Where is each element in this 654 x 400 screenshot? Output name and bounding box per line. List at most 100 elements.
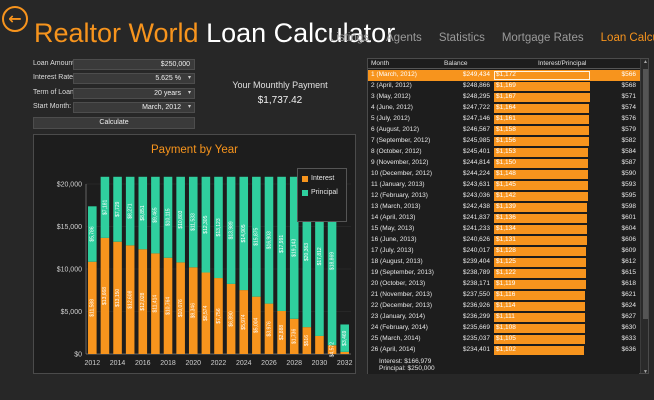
chevron-down-icon[interactable]: ▾: [187, 89, 191, 96]
table-row[interactable]: 25 (March, 2014) $235,037 $1,105 $633: [368, 334, 640, 345]
table-row[interactable]: 26 (April, 2014) $234,401 $1,102 $636: [368, 345, 640, 356]
y-tick-label: $0: [74, 352, 82, 359]
interest-rate-value: 5.625 %: [155, 75, 181, 83]
bar-principal: [138, 176, 148, 250]
spinner-icon[interactable]: ▾: [187, 75, 191, 82]
legend-item-principal: Principal: [302, 189, 342, 196]
table-scrollbar[interactable]: ▲ ▼: [640, 59, 648, 374]
nav-statistics[interactable]: Statistics: [438, 32, 485, 44]
back-button[interactable]: ←: [2, 6, 28, 32]
table-row[interactable]: 11 (January, 2013) $243,631 $1,145 $593: [368, 180, 640, 191]
table-row[interactable]: 18 (August, 2013) $239,404 $1,125 $612: [368, 257, 640, 268]
cell-principal: $590: [621, 170, 636, 177]
nav-listings[interactable]: Listings: [330, 32, 369, 44]
interest-bar: [494, 280, 586, 289]
cell-balance: $239,404: [462, 258, 490, 265]
table-row[interactable]: 3 (May, 2012) $248,295 $1,167 $571: [368, 92, 640, 103]
table-row[interactable]: 20 (October, 2013) $238,171 $1,119 $618: [368, 279, 640, 290]
bar-principal: [201, 176, 211, 273]
cell-interest: $1,172: [496, 71, 516, 78]
data-label-interest: $3,976: [266, 321, 272, 337]
cell-balance: $240,626: [462, 236, 490, 243]
interest-bar: [494, 115, 589, 124]
header-interest-principal[interactable]: Interest/Principal: [538, 60, 587, 67]
data-label-principal: $11,533: [191, 213, 197, 231]
bar-interest: [214, 278, 223, 354]
table-row[interactable]: 2 (April, 2012) $248,866 $1,169 $568: [368, 81, 640, 92]
data-label-interest: $12,608: [127, 290, 133, 308]
calculate-button[interactable]: Calculate: [33, 116, 195, 129]
chevron-down-icon[interactable]: ▾: [187, 104, 191, 111]
bar-principal: [289, 176, 299, 319]
scrollbar-thumb[interactable]: [643, 69, 648, 319]
header-month[interactable]: Month: [371, 60, 390, 67]
cell-month: 7 (September, 2012): [371, 137, 431, 144]
term-row: Term of Loan: 20 years ▾: [33, 87, 195, 99]
interest-bar: [494, 236, 587, 245]
x-tick-label: 2024: [236, 360, 252, 367]
interest-bar: [494, 71, 590, 80]
data-label-interest: $5,004: [254, 317, 260, 333]
data-label-principal: $9,465: [153, 207, 159, 223]
table-row[interactable]: 6 (August, 2012) $246,567 $1,158 $579: [368, 125, 640, 136]
start-month-select[interactable]: March, 2012 ▾: [73, 102, 195, 114]
bar-interest: [125, 245, 135, 354]
term-select[interactable]: 20 years ▾: [73, 87, 195, 99]
cell-month: 11 (January, 2013): [371, 181, 425, 188]
table-row[interactable]: 8 (October, 2012) $245,401 $1,153 $584: [368, 147, 640, 158]
scroll-up-icon[interactable]: ▲: [643, 59, 648, 65]
cell-balance: $244,814: [462, 159, 490, 166]
table-row[interactable]: 7 (September, 2012) $245,985 $1,156 $582: [368, 136, 640, 147]
table-row[interactable]: 14 (April, 2013) $241,837 $1,136 $601: [368, 213, 640, 224]
interest-bar: [494, 203, 587, 212]
table-row[interactable]: 23 (January, 2014) $236,299 $1,111 $627: [368, 312, 640, 323]
bar-interest: [302, 327, 312, 354]
table-row[interactable]: 4 (June, 2012) $247,722 $1,164 $574: [368, 103, 640, 114]
bar-principal: [151, 176, 160, 254]
table-row[interactable]: 24 (February, 2014) $235,669 $1,108 $630: [368, 323, 640, 334]
data-label-interest: $6,890: [228, 311, 234, 327]
bar-interest: [264, 303, 274, 354]
nav-mortgage-rates[interactable]: Mortgage Rates: [501, 32, 584, 44]
interest-bar: [494, 192, 588, 201]
cell-principal: $582: [621, 137, 636, 144]
data-label-interest: $13,150: [115, 289, 121, 307]
table-row[interactable]: 10 (December, 2012) $244,224 $1,148 $590: [368, 169, 640, 180]
scroll-down-icon[interactable]: ▼: [643, 369, 648, 374]
table-row[interactable]: 15 (May, 2013) $241,233 $1,134 $604: [368, 224, 640, 235]
cell-principal: $571: [621, 93, 636, 100]
cell-month: 19 (September, 2013): [371, 269, 434, 276]
table-row[interactable]: 22 (December, 2013) $236,926 $1,114 $624: [368, 301, 640, 312]
interest-rate-input[interactable]: 5.625 % ▾: [73, 73, 195, 85]
cell-month: 8 (October, 2012): [371, 148, 422, 155]
loan-amount-input[interactable]: $250,000: [73, 59, 195, 70]
cell-interest: $1,105: [496, 335, 516, 342]
data-label-principal: $3,469: [342, 330, 348, 346]
data-label-principal: $5,786: [90, 226, 96, 242]
table-row[interactable]: 16 (June, 2013) $240,626 $1,131 $606: [368, 235, 640, 246]
cell-balance: $238,171: [462, 280, 490, 287]
total-interest: Interest: $166,979: [379, 358, 432, 365]
table-row[interactable]: 12 (February, 2013) $243,036 $1,142 $595: [368, 191, 640, 202]
nav-loan-calculator[interactable]: Loan Calculator: [600, 32, 654, 44]
table-row[interactable]: 1 (March, 2012) $249,434 $1,172 $566: [368, 70, 640, 81]
table-row[interactable]: 17 (July, 2013) $240,017 $1,128 $609: [368, 246, 640, 257]
table-row[interactable]: 19 (September, 2013) $238,789 $1,122 $615: [368, 268, 640, 279]
cell-month: 2 (April, 2012): [371, 82, 412, 89]
monthly-payment-label: Your Mounthly Payment: [232, 80, 328, 90]
cell-month: 4 (June, 2012): [371, 104, 413, 111]
data-label-principal: $13,989: [228, 221, 234, 239]
header-balance[interactable]: Balance: [444, 60, 468, 67]
table-row[interactable]: 5 (July, 2012) $247,146 $1,161 $576: [368, 114, 640, 125]
table-row[interactable]: 21 (November, 2013) $237,550 $1,116 $621: [368, 290, 640, 301]
arrow-left-icon: ←: [8, 9, 22, 28]
table-row[interactable]: 9 (November, 2012) $244,814 $1,150 $587: [368, 158, 640, 169]
bar-principal: [226, 176, 236, 284]
table-row[interactable]: 13 (March, 2013) $242,438 $1,139 $598: [368, 202, 640, 213]
bar-interest: [340, 351, 349, 354]
cell-month: 10 (December, 2012): [371, 170, 433, 177]
amortization-table: Month Balance Interest/Principal 1 (Marc…: [367, 58, 649, 374]
nav-agents[interactable]: Agents: [386, 32, 422, 44]
bar-principal: [100, 176, 110, 238]
bar-interest: [226, 283, 236, 354]
